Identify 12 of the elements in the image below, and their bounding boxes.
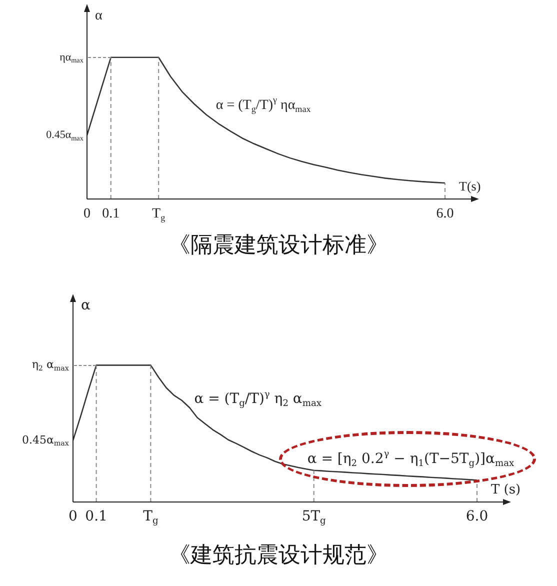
y-axis-title: α (95, 8, 103, 24)
x-tick-label: 0 (84, 206, 90, 222)
y-axis-title: α (81, 298, 91, 314)
x-tick-label: 0.1 (102, 206, 120, 222)
x-tick-label: 6.0 (436, 206, 454, 222)
x-axis-title: T(s) (459, 178, 481, 194)
x-tick-label: 6.0 (466, 508, 488, 525)
text: 《隔震建筑设计标准》 (168, 232, 390, 260)
text: 《建筑抗震设计规范》 (168, 542, 390, 570)
x-axis-title: T (s) (491, 482, 521, 498)
x-tick-label: 0.1 (85, 508, 108, 525)
x-tick-label: 0 (68, 508, 78, 525)
